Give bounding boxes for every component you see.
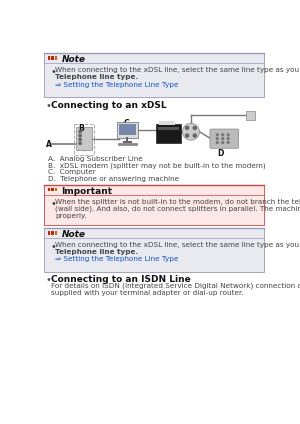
Circle shape xyxy=(222,138,224,139)
Text: Connecting to an xDSL: Connecting to an xDSL xyxy=(51,101,166,110)
Circle shape xyxy=(216,134,218,136)
FancyBboxPatch shape xyxy=(55,56,57,60)
Circle shape xyxy=(79,138,81,141)
FancyBboxPatch shape xyxy=(44,185,264,225)
FancyBboxPatch shape xyxy=(55,188,57,191)
FancyBboxPatch shape xyxy=(51,188,54,191)
Circle shape xyxy=(193,126,196,129)
FancyBboxPatch shape xyxy=(246,112,255,120)
Circle shape xyxy=(79,134,81,137)
Text: •: • xyxy=(51,199,56,209)
Text: •: • xyxy=(45,101,51,111)
Circle shape xyxy=(227,142,229,143)
FancyBboxPatch shape xyxy=(51,56,54,60)
Text: •: • xyxy=(45,275,51,285)
Text: Important: Important xyxy=(61,187,113,196)
FancyBboxPatch shape xyxy=(44,109,264,153)
FancyBboxPatch shape xyxy=(210,129,239,148)
Circle shape xyxy=(79,142,81,145)
FancyBboxPatch shape xyxy=(119,124,136,135)
FancyBboxPatch shape xyxy=(158,127,179,130)
FancyBboxPatch shape xyxy=(76,127,92,150)
Text: Connecting to an ISDN Line: Connecting to an ISDN Line xyxy=(51,275,190,284)
Text: (wall side). And also, do not connect splitters in parallel. The machine may not: (wall side). And also, do not connect sp… xyxy=(55,206,300,212)
Text: properly.: properly. xyxy=(55,212,87,219)
Text: A.  Analog Subscriber Line: A. Analog Subscriber Line xyxy=(48,156,143,162)
Text: ⇒ Setting the Telephone Line Type: ⇒ Setting the Telephone Line Type xyxy=(55,257,179,262)
Circle shape xyxy=(227,134,229,136)
Circle shape xyxy=(79,131,81,133)
Circle shape xyxy=(182,123,200,140)
Text: Telephone line type.: Telephone line type. xyxy=(55,74,138,80)
Text: A: A xyxy=(46,139,52,148)
Text: ⇒ Setting the Telephone Line Type: ⇒ Setting the Telephone Line Type xyxy=(55,82,179,88)
Text: •: • xyxy=(51,242,56,252)
FancyBboxPatch shape xyxy=(51,231,54,234)
FancyBboxPatch shape xyxy=(48,188,50,191)
Text: Note: Note xyxy=(61,230,85,239)
FancyBboxPatch shape xyxy=(159,121,175,125)
Circle shape xyxy=(216,138,218,139)
Text: C.  Computer: C. Computer xyxy=(48,170,96,176)
Text: •: • xyxy=(51,67,56,77)
FancyBboxPatch shape xyxy=(44,53,264,97)
Text: For details on ISDN (Integrated Service Digital Network) connection and settings: For details on ISDN (Integrated Service … xyxy=(51,283,300,289)
Text: When connecting to the xDSL line, select the same line type as you are subscribi: When connecting to the xDSL line, select… xyxy=(55,67,300,73)
FancyBboxPatch shape xyxy=(117,122,138,138)
Text: supplied with your terminal adapter or dial-up router.: supplied with your terminal adapter or d… xyxy=(51,290,243,296)
Circle shape xyxy=(222,142,224,143)
Text: Telephone line type.: Telephone line type. xyxy=(55,249,138,255)
Text: Note: Note xyxy=(61,55,85,64)
Circle shape xyxy=(186,126,189,129)
Circle shape xyxy=(193,134,196,137)
Text: When connecting to the xDSL line, select the same line type as you are subscribi: When connecting to the xDSL line, select… xyxy=(55,242,300,248)
Text: B: B xyxy=(79,124,84,133)
Text: D.  Telephone or answering machine: D. Telephone or answering machine xyxy=(48,176,179,182)
Text: When the splitter is not built-in to the modem, do not branch the telephone line: When the splitter is not built-in to the… xyxy=(55,199,300,205)
FancyBboxPatch shape xyxy=(48,56,50,60)
Circle shape xyxy=(186,134,189,137)
Text: D: D xyxy=(217,149,224,158)
Text: B.  xDSL modem (splitter may not be built-in to the modem): B. xDSL modem (splitter may not be built… xyxy=(48,162,266,169)
Circle shape xyxy=(227,138,229,139)
Text: C: C xyxy=(124,119,129,128)
FancyBboxPatch shape xyxy=(48,231,50,234)
FancyBboxPatch shape xyxy=(55,231,57,234)
Circle shape xyxy=(216,142,218,143)
FancyBboxPatch shape xyxy=(156,124,181,142)
FancyBboxPatch shape xyxy=(44,228,264,272)
Circle shape xyxy=(222,134,224,136)
